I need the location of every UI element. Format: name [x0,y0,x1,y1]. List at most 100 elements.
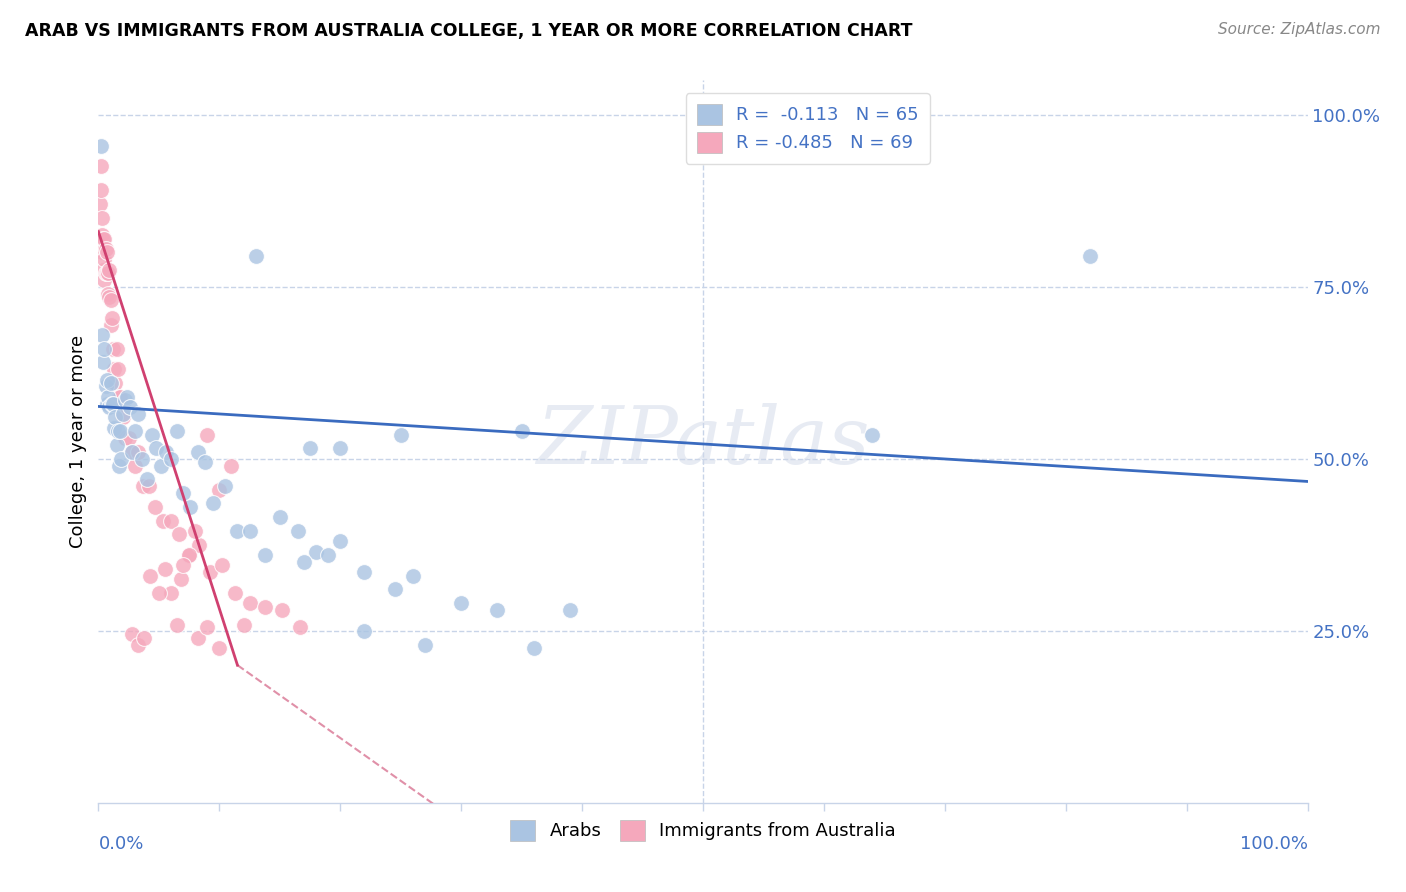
Point [169,572,191,586]
Point [187,445,209,459]
Point [160,586,183,600]
Legend: Arabs, Immigrants from Australia: Arabs, Immigrants from Australia [503,813,903,848]
Point [108,390,131,404]
Point [155,445,177,459]
Point [103,362,125,376]
Point [166,618,188,632]
Point [96,397,118,411]
Text: 0.0%: 0.0% [98,835,143,854]
Point [486,603,509,617]
Text: ARAB VS IMMIGRANTS FROM AUSTRALIA COLLEGE, 1 YEAR OR MORE CORRELATION CHART: ARAB VS IMMIGRANTS FROM AUSTRALIA COLLEG… [25,22,912,40]
Point [107,424,129,438]
Point [329,534,352,549]
Point [305,544,328,558]
Point [105,342,128,356]
Point [1078,249,1101,263]
Point [353,624,375,638]
Point [124,424,146,438]
Point [91,231,114,245]
Point [195,427,218,442]
Point [93,273,115,287]
Point [117,390,139,404]
Point [152,514,174,528]
Point [187,631,209,645]
Point [172,558,194,573]
Point [329,442,352,456]
Point [292,555,315,569]
Point [232,618,254,632]
Point [100,293,122,308]
Point [510,424,533,438]
Point [138,479,160,493]
Point [121,445,143,459]
Point [93,231,115,245]
Point [93,342,115,356]
Point [402,568,425,582]
Point [143,500,166,514]
Point [91,262,114,277]
Point [239,524,262,538]
Point [245,249,267,263]
Point [104,376,127,390]
Point [134,631,156,645]
Point [166,424,188,438]
Point [96,373,118,387]
Point [523,640,546,655]
Point [150,458,173,473]
Point [450,596,472,610]
Point [353,566,375,580]
Point [118,400,141,414]
Point [184,524,207,538]
Point [254,599,277,614]
Point [224,586,246,600]
Point [145,442,167,456]
Point [179,548,201,562]
Point [98,400,121,414]
Point [97,286,120,301]
Point [94,266,117,280]
Point [160,451,183,466]
Point [239,596,262,610]
Point [160,514,183,528]
Point [97,266,120,280]
Point [211,558,233,573]
Point [103,421,125,435]
Point [169,527,191,541]
Point [198,566,221,580]
Point [413,638,436,652]
Point [91,211,114,225]
Point [90,159,112,173]
Point [124,458,146,473]
Point [110,451,132,466]
Point [111,407,134,421]
Point [316,548,339,562]
Point [254,548,277,562]
Point [127,407,149,421]
Point [91,355,114,369]
Point [202,496,225,510]
Point [101,342,124,356]
Y-axis label: College, 1 year or more: College, 1 year or more [69,335,87,548]
Point [299,442,322,456]
Point [172,486,194,500]
Point [100,310,122,325]
Point [98,262,121,277]
Point [139,568,162,582]
Point [94,242,117,256]
Point [127,638,149,652]
Point [96,245,118,260]
Point [114,431,136,445]
Point [208,640,231,655]
Point [90,183,112,197]
Point [141,427,163,442]
Text: ZIPatlas: ZIPatlas [536,403,870,480]
Point [153,562,176,576]
Point [91,245,114,260]
Point [121,445,143,459]
Point [558,603,581,617]
Point [97,390,120,404]
Point [860,427,883,442]
Point [187,538,209,552]
Point [98,290,121,304]
Text: Source: ZipAtlas.com: Source: ZipAtlas.com [1218,22,1381,37]
